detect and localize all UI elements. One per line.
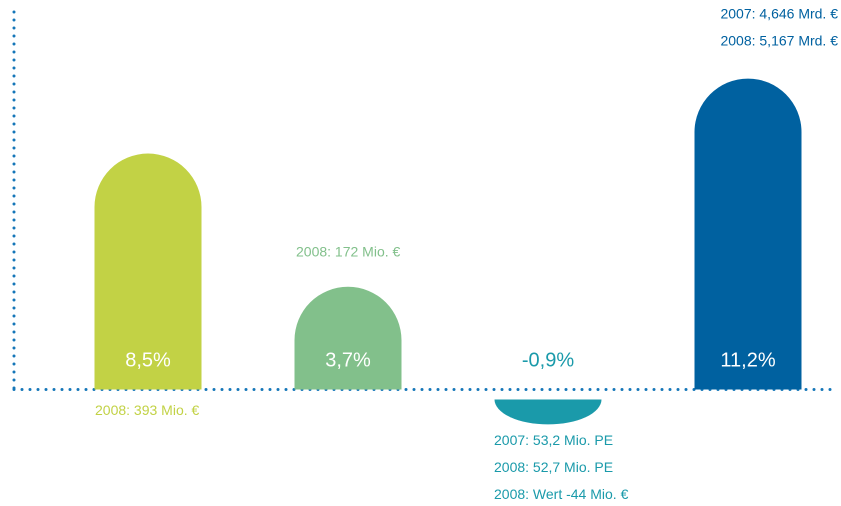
annotation: 2007: 53,2 Mio. PE: [494, 432, 613, 448]
value-label: -0,9%: [522, 350, 574, 372]
value-label: 3,7%: [325, 350, 371, 372]
value-label: 11,2%: [720, 350, 775, 372]
annotation: 2008: Wert -44 Mio. €: [494, 486, 629, 502]
bar: [294, 286, 402, 390]
annotation: 2007: 4,646 Mrd. €: [720, 5, 838, 21]
bar: [494, 399, 602, 425]
annotation: 2008: 172 Mio. €: [296, 243, 401, 259]
annotation: 2008: 393 Mio. €: [95, 402, 200, 418]
value-label: 8,5%: [125, 350, 171, 372]
annotation: 2008: 52,7 Mio. PE: [494, 459, 613, 475]
bar: [94, 153, 202, 390]
annotation: 2008: 5,167 Mrd. €: [720, 32, 838, 48]
bar: [694, 78, 802, 390]
